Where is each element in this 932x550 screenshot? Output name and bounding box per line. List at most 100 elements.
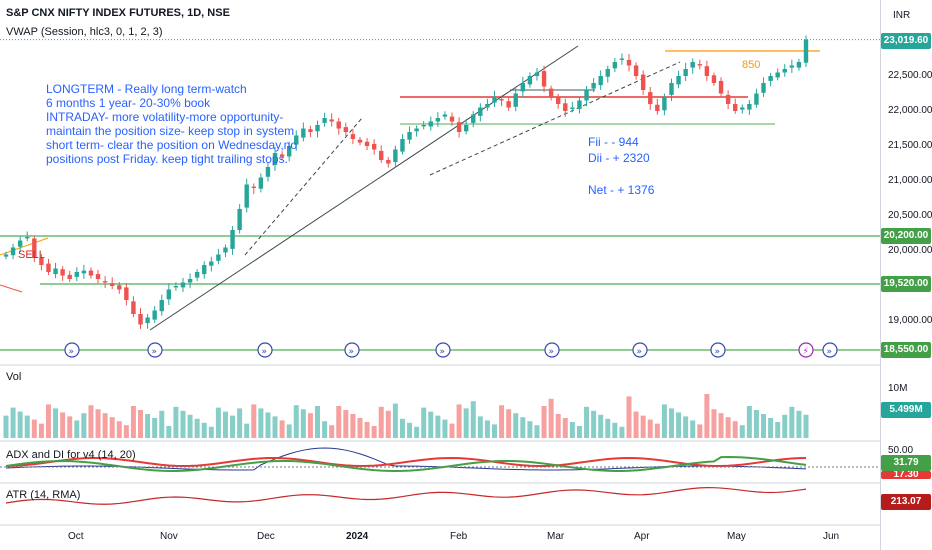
volume-bar <box>159 410 165 438</box>
candle-body <box>159 300 164 312</box>
volume-bar <box>541 406 547 438</box>
candle-body <box>662 97 667 111</box>
x-tick: Mar <box>547 531 565 542</box>
volume-bar <box>449 423 455 438</box>
volume-bar <box>244 423 250 438</box>
volume-bar <box>407 422 413 438</box>
candle-body <box>400 139 405 152</box>
event-marker-icon <box>544 342 560 358</box>
candle-body <box>499 99 504 101</box>
candle-body <box>32 238 37 258</box>
candle-body <box>754 93 759 105</box>
volume-bar <box>562 418 568 438</box>
volume-bar <box>470 401 476 438</box>
adx-label[interactable]: ADX and DI for v4 (14, 20) <box>6 449 136 461</box>
last-price-tag: 23,019.60 <box>881 33 931 49</box>
volume-bar <box>718 413 724 438</box>
candle-body <box>421 125 426 127</box>
volume-bar <box>315 406 321 438</box>
sell-arrow-line <box>0 284 23 293</box>
candle-body <box>725 94 731 104</box>
volume-bar <box>605 418 611 438</box>
event-marker-glyph: ⚡ <box>803 347 809 357</box>
candle-body <box>17 240 23 247</box>
candle-body <box>322 118 327 123</box>
vwap-label[interactable]: VWAP (Session, hlc3, 0, 1, 2, 3) <box>6 26 163 38</box>
sell-label: SELL <box>18 249 45 261</box>
event-marker-glyph: » <box>549 347 555 357</box>
volume-bar <box>152 418 158 438</box>
volume-bar <box>435 415 441 438</box>
volume-bar <box>796 410 802 438</box>
event-marker-icon <box>632 342 648 358</box>
event-marker-glyph: » <box>349 347 355 357</box>
candle-body <box>747 104 752 110</box>
volume-bar <box>45 404 51 438</box>
volume-bar <box>520 417 526 438</box>
volume-label[interactable]: Vol <box>6 371 22 383</box>
event-marker-glyph: » <box>827 347 833 357</box>
volume-bar <box>421 407 427 438</box>
atr-last-tag: 213.07 <box>881 494 931 510</box>
candle-body <box>379 150 384 160</box>
candle-body <box>386 160 391 164</box>
candle-body <box>570 107 575 109</box>
candle-body <box>796 62 802 68</box>
candle-body <box>53 268 58 275</box>
volume-bar <box>739 425 745 438</box>
candle-body <box>95 274 101 279</box>
candle-body <box>329 119 334 122</box>
candle-body <box>251 186 256 188</box>
volume-bar <box>24 415 30 438</box>
candle-body <box>789 65 795 68</box>
candle-body <box>336 121 341 129</box>
volume-bar <box>385 410 391 438</box>
candle-body <box>648 92 653 104</box>
candle-body <box>60 269 65 276</box>
candle-body <box>350 134 356 139</box>
candle-body <box>435 118 441 122</box>
candle-body <box>286 146 292 157</box>
event-marker-icon <box>344 342 360 358</box>
candle-body <box>81 270 87 274</box>
event-marker-glyph: » <box>152 347 158 357</box>
candle-body <box>449 116 455 122</box>
candle-body <box>117 285 122 290</box>
volume-bar <box>548 398 554 438</box>
candle-body <box>138 314 143 325</box>
atr-label[interactable]: ATR (14, RMA) <box>6 489 81 501</box>
sell-trend-line <box>0 237 49 256</box>
volume-bar <box>230 415 236 438</box>
volume-bar <box>322 421 328 438</box>
x-tick: Nov <box>160 531 178 542</box>
candle-body <box>371 143 377 150</box>
candle-body <box>209 261 214 266</box>
candle-body <box>279 154 285 157</box>
x-tick: 2024 <box>346 531 369 542</box>
candle-body <box>633 65 639 76</box>
event-marker-icon <box>435 342 451 358</box>
candle-body <box>294 135 299 145</box>
volume-bar <box>371 426 377 438</box>
candle-body <box>39 258 44 265</box>
volume-bar <box>499 405 505 438</box>
volume-bar <box>555 414 561 438</box>
volume-bar <box>173 406 179 438</box>
volume-bar <box>336 406 342 438</box>
volume-bar <box>67 416 73 438</box>
candle-body <box>180 282 186 288</box>
price-tick: 21,500.00 <box>888 140 932 151</box>
volume-bar <box>761 414 767 438</box>
candle-body <box>640 74 646 90</box>
volume-bar <box>725 417 731 438</box>
candle-body <box>456 122 462 132</box>
candle-body <box>202 265 207 275</box>
volume-bar <box>746 406 752 438</box>
volume-bar <box>208 426 214 438</box>
volume-bar <box>130 406 136 438</box>
currency-label[interactable]: INR <box>893 10 911 21</box>
candle-body <box>669 83 674 95</box>
candle-body <box>88 270 94 276</box>
candle-body <box>690 62 695 68</box>
